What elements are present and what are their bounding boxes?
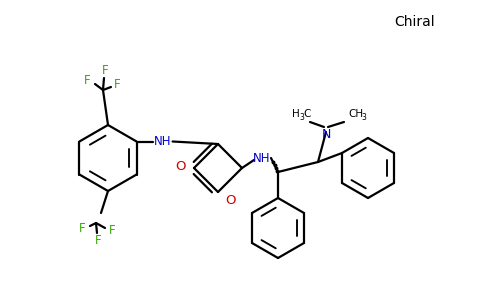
Text: Chiral: Chiral — [394, 15, 435, 29]
Text: F: F — [95, 235, 101, 248]
Text: F: F — [84, 74, 91, 86]
Text: NH: NH — [253, 152, 271, 164]
Text: F: F — [109, 224, 115, 238]
Text: F: F — [79, 223, 85, 236]
Text: NH: NH — [154, 135, 171, 148]
Text: O: O — [175, 160, 185, 172]
Text: CH: CH — [348, 109, 363, 119]
Text: 3: 3 — [300, 112, 304, 122]
Text: C: C — [303, 109, 311, 119]
Text: F: F — [114, 77, 121, 91]
Text: N: N — [321, 128, 331, 142]
Text: H: H — [292, 109, 300, 119]
Text: 3: 3 — [362, 112, 366, 122]
Text: O: O — [225, 194, 235, 206]
Text: F: F — [102, 64, 108, 76]
